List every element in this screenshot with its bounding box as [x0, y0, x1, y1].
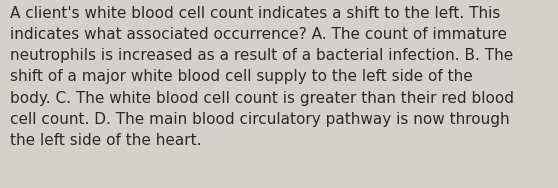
- Text: A client's white blood cell count indicates a shift to the left. This
indicates : A client's white blood cell count indica…: [10, 6, 514, 148]
